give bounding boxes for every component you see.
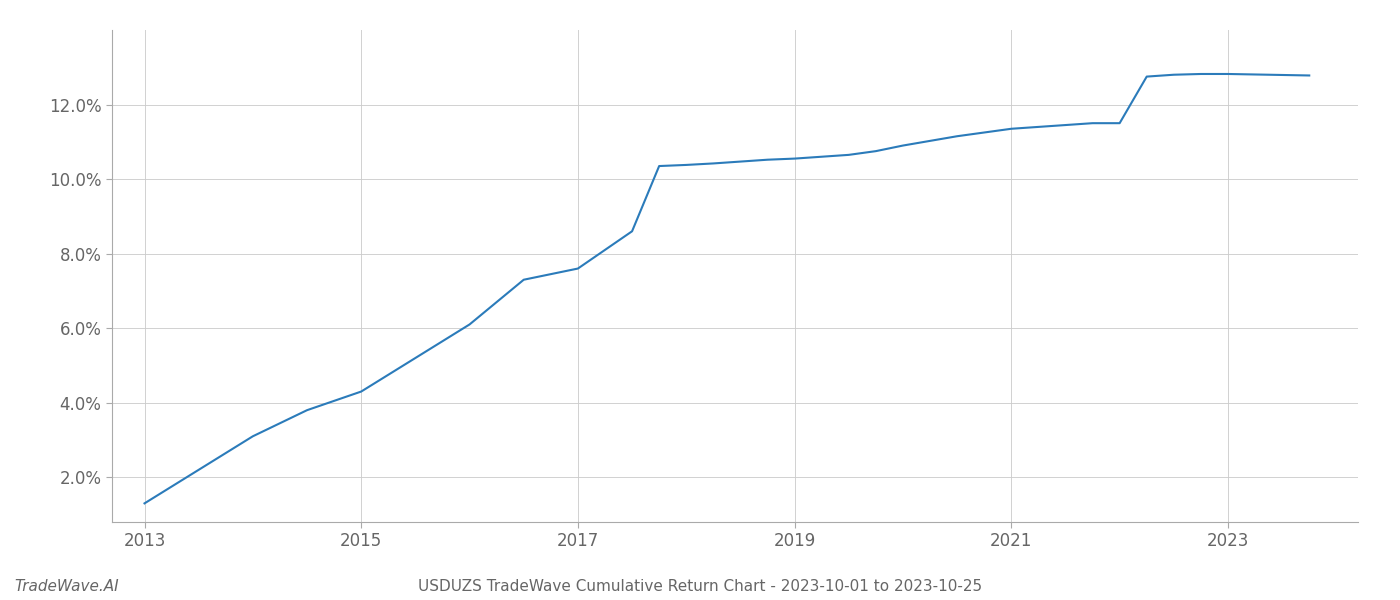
- Text: USDUZS TradeWave Cumulative Return Chart - 2023-10-01 to 2023-10-25: USDUZS TradeWave Cumulative Return Chart…: [419, 579, 981, 594]
- Text: TradeWave.AI: TradeWave.AI: [14, 579, 119, 594]
